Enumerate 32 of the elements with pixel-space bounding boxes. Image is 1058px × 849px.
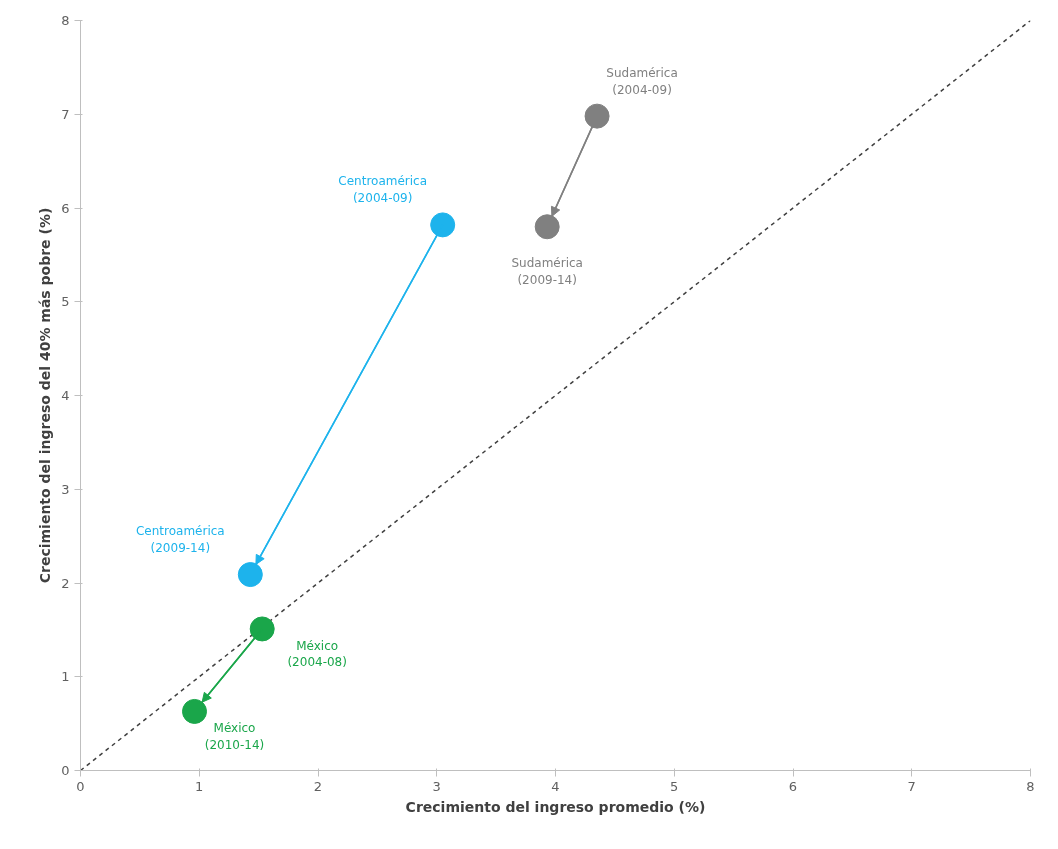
data-label: Sudamérica (2009-14) bbox=[511, 256, 583, 288]
y-tick-label: 8 bbox=[61, 13, 70, 28]
x-tick-label: 1 bbox=[195, 778, 204, 794]
data-label: Sudamérica (2004-09) bbox=[606, 65, 678, 97]
x-tick-label: 7 bbox=[907, 778, 916, 794]
x-tick-label: 8 bbox=[1026, 778, 1035, 794]
y-axis-title: Crecimiento del ingreso del 40% más pobre (%) bbox=[37, 207, 54, 584]
x-tick-label: 0 bbox=[76, 778, 85, 794]
point bbox=[584, 103, 610, 129]
y-tick-label: 6 bbox=[61, 200, 70, 216]
y-tick-label: 2 bbox=[61, 575, 70, 591]
y-tick-label: 5 bbox=[61, 294, 70, 310]
y-tick-label: 0 bbox=[61, 763, 70, 778]
data-label: Centroamérica (2009-14) bbox=[135, 524, 225, 555]
point bbox=[182, 698, 207, 724]
y-tick-label: 3 bbox=[61, 481, 70, 497]
x-axis-title: Crecimiento del ingreso promedio (%) bbox=[405, 798, 706, 815]
x-tick-label: 2 bbox=[313, 778, 323, 794]
point bbox=[237, 562, 263, 588]
data-label: México (2004-08) bbox=[287, 638, 347, 670]
data-label: México (2010-14) bbox=[204, 721, 265, 752]
x-tick-label: 5 bbox=[670, 778, 679, 794]
x-tick-label: 4 bbox=[551, 778, 560, 794]
y-tick-label: 4 bbox=[61, 388, 70, 403]
data-label: Centroamérica (2004-09) bbox=[338, 174, 428, 206]
x-tick-label: 3 bbox=[432, 778, 441, 794]
y-tick-label: 1 bbox=[61, 669, 70, 685]
x-tick-label: 6 bbox=[788, 778, 798, 794]
point bbox=[249, 616, 275, 642]
point bbox=[534, 214, 560, 240]
y-tick-label: 7 bbox=[61, 106, 70, 122]
point bbox=[430, 212, 456, 238]
